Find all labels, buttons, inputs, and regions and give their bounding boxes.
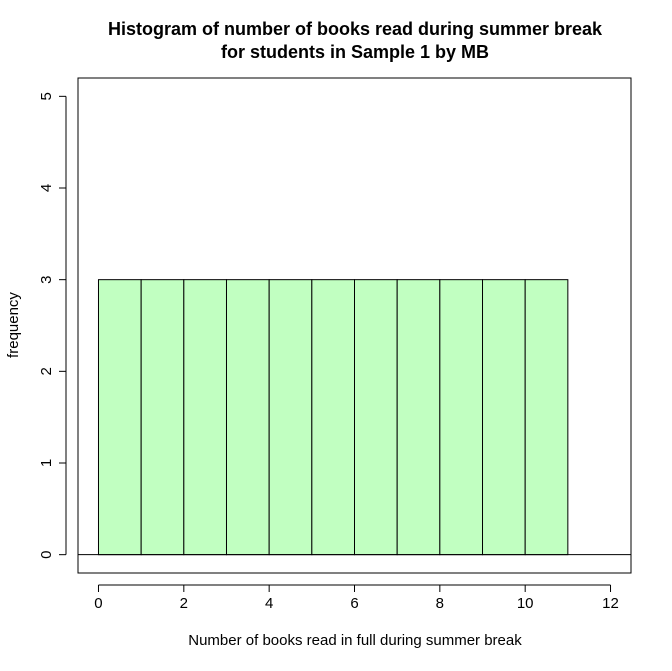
x-tick-label: 2 — [180, 595, 188, 612]
plot-frame — [77, 77, 632, 574]
bar — [140, 279, 185, 556]
bar — [311, 279, 356, 556]
bar — [225, 279, 270, 556]
y-tick-label: 5 — [38, 92, 55, 100]
y-tick-label: 4 — [38, 184, 55, 192]
x-tick-label: 4 — [265, 595, 273, 612]
bar — [354, 279, 398, 556]
bar — [97, 279, 142, 556]
bar — [439, 279, 484, 556]
bar — [396, 279, 441, 556]
bar — [183, 279, 227, 556]
y-tick-label: 0 — [38, 550, 55, 558]
chart-title: Histogram of number of books read during… — [108, 19, 603, 39]
bar — [524, 279, 569, 556]
x-tick-label: 10 — [517, 595, 534, 612]
bar — [482, 279, 526, 556]
x-tick-label: 8 — [436, 595, 444, 612]
y-tick-label: 1 — [38, 459, 55, 467]
x-tick-label: 6 — [350, 595, 358, 612]
y-tick-label: 2 — [38, 367, 55, 375]
x-tick-label: 12 — [602, 595, 619, 612]
x-axis-label: Number of books read in full during summ… — [188, 632, 522, 649]
bar — [268, 279, 313, 556]
x-tick-label: 0 — [94, 595, 102, 612]
y-axis-label: frequency — [5, 292, 22, 358]
y-tick-label: 3 — [38, 275, 55, 283]
chart-title: for students in Sample 1 by MB — [221, 42, 489, 62]
